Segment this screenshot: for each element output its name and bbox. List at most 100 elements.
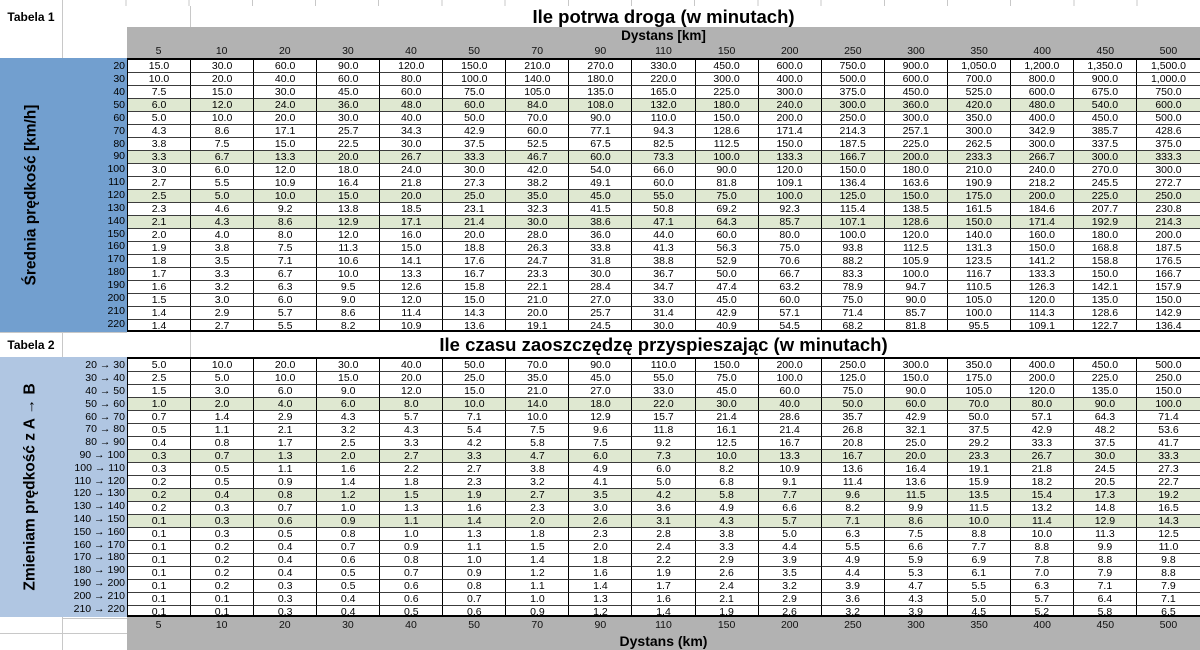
time-cell[interactable]: 40.9 (696, 320, 759, 332)
time-saving-cell[interactable]: 1.9 (632, 567, 696, 580)
time-cell[interactable]: 68.2 (822, 320, 885, 332)
time-saving-cell[interactable]: 40.0 (380, 359, 444, 372)
time-saving-cell[interactable]: 1.5 (380, 489, 444, 502)
time-saving-cell[interactable]: 1.0 (317, 502, 381, 515)
time-saving-cell[interactable]: 6.0 (254, 385, 318, 398)
time-saving-cell[interactable]: 1.1 (191, 424, 255, 437)
time-saving-cell[interactable]: 14.8 (1073, 502, 1137, 515)
time-saving-cell[interactable]: 0.9 (506, 606, 570, 618)
time-saving-cell[interactable]: 150.0 (884, 372, 948, 385)
time-saving-cell[interactable]: 90.0 (569, 359, 633, 372)
time-saving-cell[interactable]: 21.0 (506, 385, 570, 398)
time-saving-cell[interactable]: 90.0 (1073, 398, 1137, 411)
time-cell[interactable]: 36.0 (317, 99, 381, 112)
time-cell[interactable]: 150.0 (884, 190, 948, 203)
time-saving-cell[interactable]: 110.0 (632, 359, 696, 372)
time-saving-cell[interactable]: 42.9 (884, 411, 948, 424)
time-saving-cell[interactable]: 0.6 (317, 554, 381, 567)
time-cell[interactable]: 210.0 (947, 164, 1011, 177)
time-cell[interactable]: 13.6 (443, 320, 507, 332)
time-cell[interactable]: 21.8 (380, 177, 444, 190)
time-cell[interactable]: 115.4 (821, 203, 885, 216)
time-cell[interactable]: 600.0 (884, 73, 948, 86)
time-saving-cell[interactable]: 35.7 (821, 411, 885, 424)
time-cell[interactable]: 56.3 (695, 242, 759, 255)
time-saving-cell[interactable]: 6.0 (632, 463, 696, 476)
time-saving-cell[interactable]: 2.3 (443, 476, 507, 489)
time-saving-cell[interactable]: 8.6 (884, 515, 948, 528)
time-saving-cell[interactable]: 6.3 (821, 528, 885, 541)
time-cell[interactable]: 150.0 (695, 112, 759, 125)
time-saving-cell[interactable]: 6.0 (569, 450, 633, 463)
time-saving-cell[interactable]: 6.6 (884, 541, 948, 554)
time-cell[interactable]: 300.0 (695, 73, 759, 86)
time-cell[interactable]: 337.5 (1073, 138, 1137, 151)
time-saving-cell[interactable]: 2.0 (317, 450, 381, 463)
time-saving-cell[interactable]: 55.0 (632, 372, 696, 385)
time-cell[interactable]: 41.3 (632, 242, 696, 255)
time-cell[interactable]: 4.3 (128, 125, 192, 138)
time-cell[interactable]: 71.4 (821, 307, 885, 320)
time-saving-cell[interactable]: 32.1 (884, 424, 948, 437)
time-saving-cell[interactable]: 5.5 (947, 580, 1011, 593)
time-cell[interactable]: 3.8 (128, 138, 192, 151)
time-cell[interactable]: 50.0 (695, 268, 759, 281)
time-cell[interactable]: 300.0 (1073, 151, 1137, 164)
time-saving-cell[interactable]: 2.1 (254, 424, 318, 437)
time-cell[interactable]: 360.0 (884, 99, 948, 112)
time-saving-cell[interactable]: 2.0 (191, 398, 255, 411)
time-saving-cell[interactable]: 7.1 (821, 515, 885, 528)
time-saving-cell[interactable]: 0.3 (191, 528, 255, 541)
time-saving-cell[interactable]: 0.2 (128, 502, 192, 515)
time-saving-cell[interactable]: 10.0 (1010, 528, 1074, 541)
time-cell[interactable]: 15.0 (254, 138, 318, 151)
time-saving-cell[interactable]: 3.8 (695, 528, 759, 541)
time-cell[interactable]: 375.0 (1136, 138, 1200, 151)
time-saving-cell[interactable]: 5.0 (191, 372, 255, 385)
time-saving-cell[interactable]: 30.0 (317, 359, 381, 372)
time-cell[interactable]: 17.1 (380, 216, 444, 229)
time-cell[interactable]: 25.7 (569, 307, 633, 320)
time-saving-cell[interactable]: 11.5 (947, 502, 1011, 515)
time-cell[interactable]: 109.1 (1011, 320, 1074, 332)
time-saving-cell[interactable]: 1.6 (569, 567, 633, 580)
time-cell[interactable]: 6.7 (254, 268, 318, 281)
time-cell[interactable]: 19.1 (506, 320, 570, 332)
time-cell[interactable]: 140.0 (506, 73, 570, 86)
time-cell[interactable]: 24.7 (506, 255, 570, 268)
time-saving-cell[interactable]: 2.6 (759, 606, 822, 618)
time-saving-cell[interactable]: 25.0 (884, 437, 948, 450)
time-cell[interactable]: 60.0 (569, 151, 633, 164)
time-cell[interactable]: 136.4 (821, 177, 885, 190)
time-saving-cell[interactable]: 1.6 (317, 463, 381, 476)
time-cell[interactable]: 81.8 (885, 320, 948, 332)
time-cell[interactable]: 24.0 (254, 99, 318, 112)
time-saving-cell[interactable]: 0.6 (380, 593, 444, 606)
time-saving-cell[interactable]: 2.7 (443, 463, 507, 476)
time-cell[interactable]: 30.0 (632, 320, 696, 332)
time-cell[interactable]: 214.3 (821, 125, 885, 138)
time-cell[interactable]: 110.0 (632, 112, 696, 125)
time-saving-cell[interactable]: 0.9 (443, 567, 507, 580)
time-saving-cell[interactable]: 21.8 (1010, 463, 1074, 476)
time-saving-cell[interactable]: 19.1 (947, 463, 1011, 476)
time-cell[interactable]: 66.0 (632, 164, 696, 177)
time-saving-cell[interactable]: 22.0 (632, 398, 696, 411)
time-cell[interactable]: 8.0 (254, 229, 318, 242)
time-saving-cell[interactable]: 0.1 (128, 541, 192, 554)
time-saving-cell[interactable]: 100.0 (1136, 398, 1200, 411)
time-cell[interactable]: 42.9 (443, 125, 507, 138)
time-saving-cell[interactable]: 7.3 (632, 450, 696, 463)
time-cell[interactable]: 13.3 (254, 151, 318, 164)
time-saving-cell[interactable]: 8.8 (1010, 541, 1074, 554)
time-cell[interactable]: 175.0 (947, 190, 1011, 203)
time-saving-cell[interactable]: 0.8 (191, 437, 255, 450)
time-saving-cell[interactable]: 13.6 (884, 476, 948, 489)
time-saving-cell[interactable]: 6.1 (947, 567, 1011, 580)
time-saving-cell[interactable]: 5.2 (1011, 606, 1074, 618)
time-cell[interactable]: 50.8 (632, 203, 696, 216)
time-cell[interactable]: 38.6 (569, 216, 633, 229)
time-cell[interactable]: 6.7 (191, 151, 255, 164)
time-saving-cell[interactable]: 42.9 (1010, 424, 1074, 437)
time-saving-cell[interactable]: 75.0 (695, 372, 759, 385)
